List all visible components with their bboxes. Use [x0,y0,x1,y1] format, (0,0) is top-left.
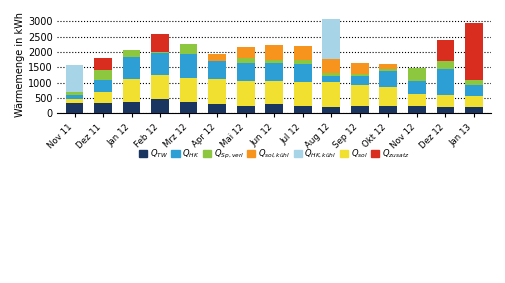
Bar [407,68,425,81]
Bar [208,54,226,61]
Bar [464,80,482,85]
Bar [94,58,112,70]
Bar [94,70,112,80]
Bar [322,19,339,59]
Bar [208,104,226,113]
Bar [66,103,83,113]
Bar [293,61,311,64]
Bar [179,54,197,78]
Bar [94,92,112,103]
Bar [322,76,339,82]
Bar [436,40,453,61]
Bar [322,82,339,107]
Bar [464,96,482,107]
Bar [464,23,482,80]
Bar [66,65,83,91]
Bar [293,106,311,113]
Bar [179,78,197,102]
Bar [66,91,83,95]
Bar [350,85,368,106]
Bar [350,106,368,113]
Bar [179,44,197,54]
Bar [407,81,425,94]
Bar [151,99,169,113]
Bar [265,45,282,60]
Bar [151,75,169,99]
Bar [322,59,339,73]
Bar [123,57,140,79]
Bar [123,102,140,113]
Bar [350,63,368,74]
Bar [407,106,425,113]
Bar [265,104,282,113]
Bar [123,79,140,102]
Bar [436,107,453,113]
Bar [236,81,254,106]
Bar [151,34,169,52]
Bar [94,103,112,113]
Bar [265,63,282,81]
Bar [379,87,396,106]
Bar [293,82,311,106]
Bar [464,107,482,113]
Bar [436,69,453,95]
Bar [407,94,425,106]
Bar [379,64,396,69]
Bar [464,85,482,96]
Bar [265,81,282,104]
Bar [94,80,112,92]
Bar [151,53,169,75]
Bar [436,61,453,69]
Bar [379,69,396,71]
Legend: $Q_{TW}$, $Q_{HK}$, $Q_{Sp,verl}$, $Q_{sol,kühl}$, $Q_{HK,kühl}$, $Q_{sol}$, $Q_: $Q_{TW}$, $Q_{HK}$, $Q_{Sp,verl}$, $Q_{s… [135,144,412,164]
Bar [179,102,197,113]
Bar [350,76,368,85]
Bar [236,58,254,63]
Bar [66,99,83,103]
Bar [265,60,282,63]
Bar [66,95,83,99]
Bar [236,106,254,113]
Bar [293,64,311,82]
Y-axis label: Wärmemenge in kWh: Wärmemenge in kWh [15,12,25,117]
Bar [379,106,396,113]
Bar [151,52,169,53]
Bar [236,47,254,58]
Bar [379,71,396,87]
Bar [436,95,453,107]
Bar [293,46,311,61]
Bar [322,73,339,76]
Bar [208,79,226,104]
Bar [123,50,140,57]
Bar [208,61,226,79]
Bar [322,107,339,113]
Bar [350,74,368,76]
Bar [236,63,254,81]
